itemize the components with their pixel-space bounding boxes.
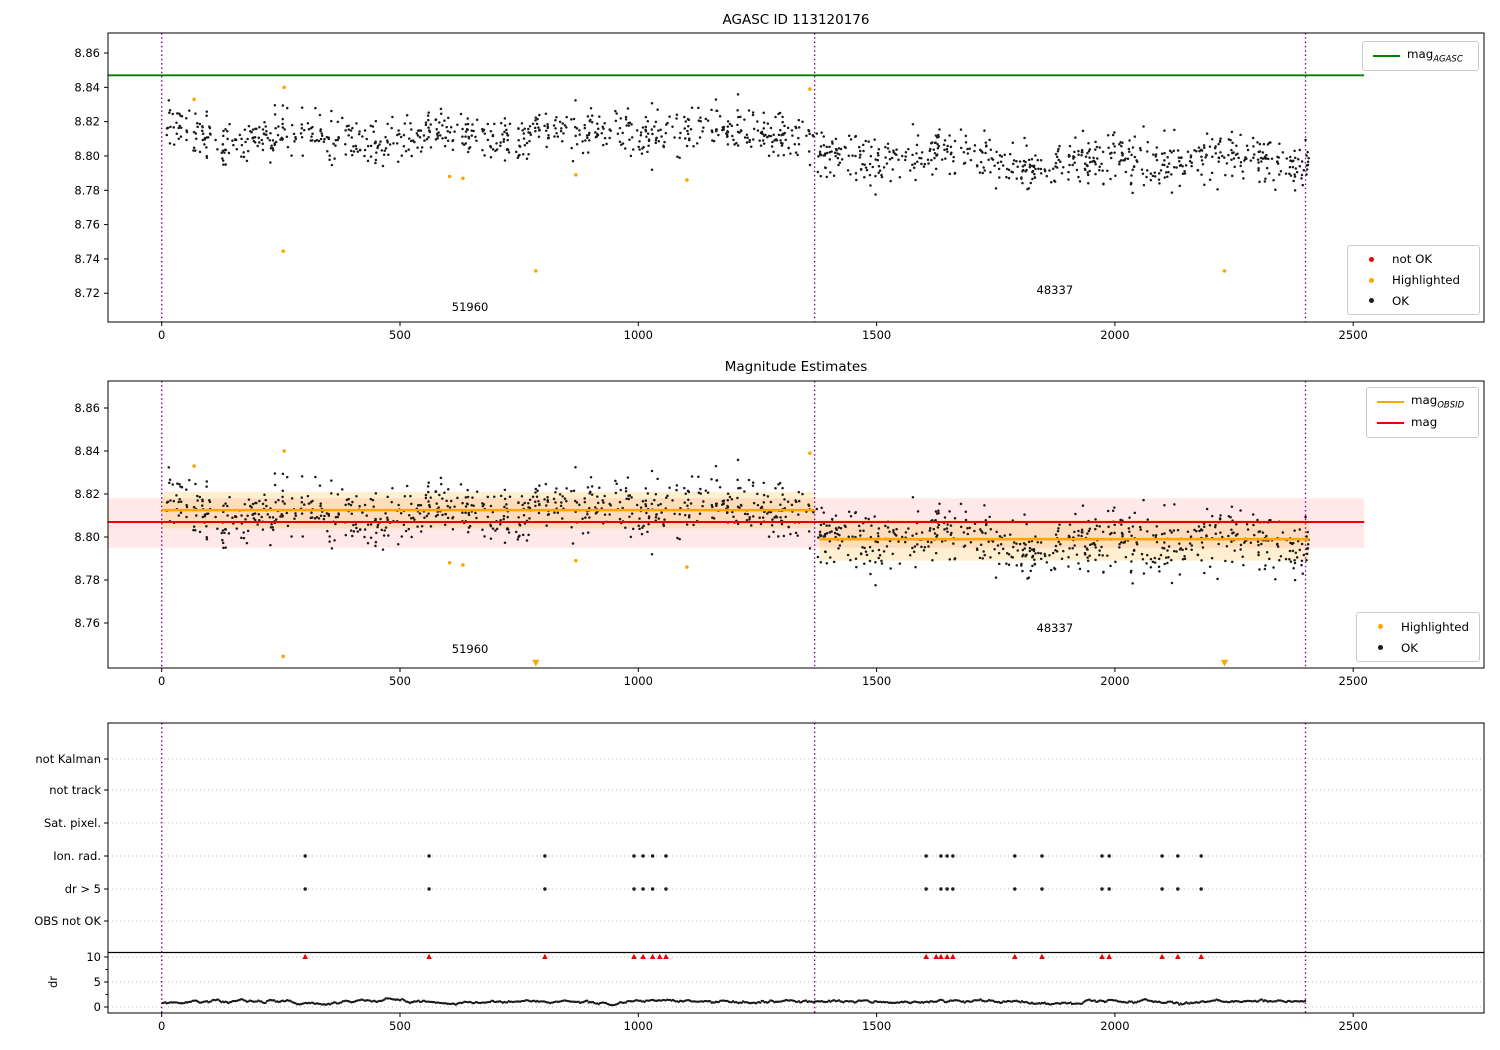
svg-text:dr: dr [46,976,60,988]
svg-text:8.74: 8.74 [74,252,100,266]
svg-text:8.84: 8.84 [74,80,100,94]
svg-text:8.86: 8.86 [74,46,100,60]
black-dot-swatch [1365,645,1395,650]
legend-item-mag-agasc: magAGASC [1371,46,1470,67]
svg-text:1500: 1500 [862,1019,891,1033]
svg-text:Ion. rad.: Ion. rad. [53,849,101,863]
legend-markers-plot1: not OK Highlighted OK [1347,245,1480,315]
legend-mag-lines: magOBSID mag [1366,387,1479,438]
svg-text:8.84: 8.84 [74,444,100,458]
svg-text:8.76: 8.76 [74,218,100,232]
legend-label: mag [1411,414,1438,429]
svg-text:1000: 1000 [624,674,653,688]
legend-label: not OK [1392,252,1433,267]
svg-text:8.78: 8.78 [74,573,100,587]
svg-text:0: 0 [158,328,165,342]
legend-item-not-ok: not OK [1356,249,1471,270]
plot2-title: Magnitude Estimates [724,359,868,375]
svg-text:2500: 2500 [1339,328,1368,342]
svg-text:2000: 2000 [1100,1019,1129,1033]
svg-text:OBS not OK: OBS not OK [34,914,101,928]
svg-text:10: 10 [86,950,101,964]
svg-text:0: 0 [158,1019,165,1033]
legend-item-mag-obsid: magOBSID [1375,391,1470,412]
orange-dot-swatch [1356,277,1386,283]
legend-item-highlighted: Highlighted [1365,616,1471,637]
obsid-annotation-51960-plot2: 51960 [451,641,489,656]
legend-item-mag: mag [1375,413,1470,434]
orange-line-swatch [1375,400,1405,403]
svg-text:500: 500 [389,674,411,688]
svg-text:0: 0 [94,1000,101,1014]
obsid-annotation-48337-plot2: 48337 [1036,621,1074,636]
svg-text:2500: 2500 [1339,1019,1368,1033]
svg-text:Sat. pixel.: Sat. pixel. [44,816,101,830]
red-dot-swatch [1356,256,1386,262]
svg-text:1000: 1000 [624,328,653,342]
svg-text:500: 500 [389,1019,411,1033]
legend-item-ok: OK [1365,637,1471,658]
legend-label: magOBSID [1411,393,1465,411]
legend-item-ok: OK [1356,290,1471,311]
legend-item-highlighted: Highlighted [1356,270,1471,291]
orange-dot-swatch [1365,624,1395,629]
svg-text:8.78: 8.78 [74,183,100,197]
svg-text:8.82: 8.82 [74,115,100,129]
legend-label: Highlighted [1392,273,1461,287]
svg-text:8.82: 8.82 [74,487,100,501]
svg-text:not track: not track [49,783,101,797]
svg-text:8.80: 8.80 [74,530,100,544]
svg-text:0: 0 [158,674,165,688]
legend-mag-agasc: magAGASC [1362,41,1479,71]
red-line-swatch [1375,422,1405,425]
svg-text:8.72: 8.72 [74,286,100,300]
svg-text:500: 500 [389,328,411,342]
legend-markers-plot2: Highlighted OK [1356,612,1480,662]
svg-text:not Kalman: not Kalman [35,752,101,766]
svg-text:2000: 2000 [1100,674,1129,688]
green-line-swatch [1371,54,1401,58]
obsid-annotation-48337-plot1: 48337 [1036,282,1074,297]
svg-text:2000: 2000 [1100,328,1129,342]
svg-text:1500: 1500 [862,674,891,688]
svg-text:8.80: 8.80 [74,149,100,163]
svg-text:2500: 2500 [1339,674,1368,688]
svg-text:dr > 5: dr > 5 [65,882,101,896]
obsid-annotation-51960-plot1: 51960 [451,299,489,314]
svg-text:8.86: 8.86 [74,401,100,415]
svg-text:1500: 1500 [862,328,891,342]
svg-text:8.76: 8.76 [74,616,100,630]
svg-text:1000: 1000 [624,1019,653,1033]
black-dot-swatch [1356,298,1386,304]
svg-text:5: 5 [94,975,101,989]
legend-label: Highlighted [1401,619,1470,634]
legend-label: OK [1401,640,1419,655]
legend-label: magAGASC [1407,47,1463,65]
plot1-title: AGASC ID 113120176 [722,12,870,28]
legend-label: OK [1392,293,1410,308]
